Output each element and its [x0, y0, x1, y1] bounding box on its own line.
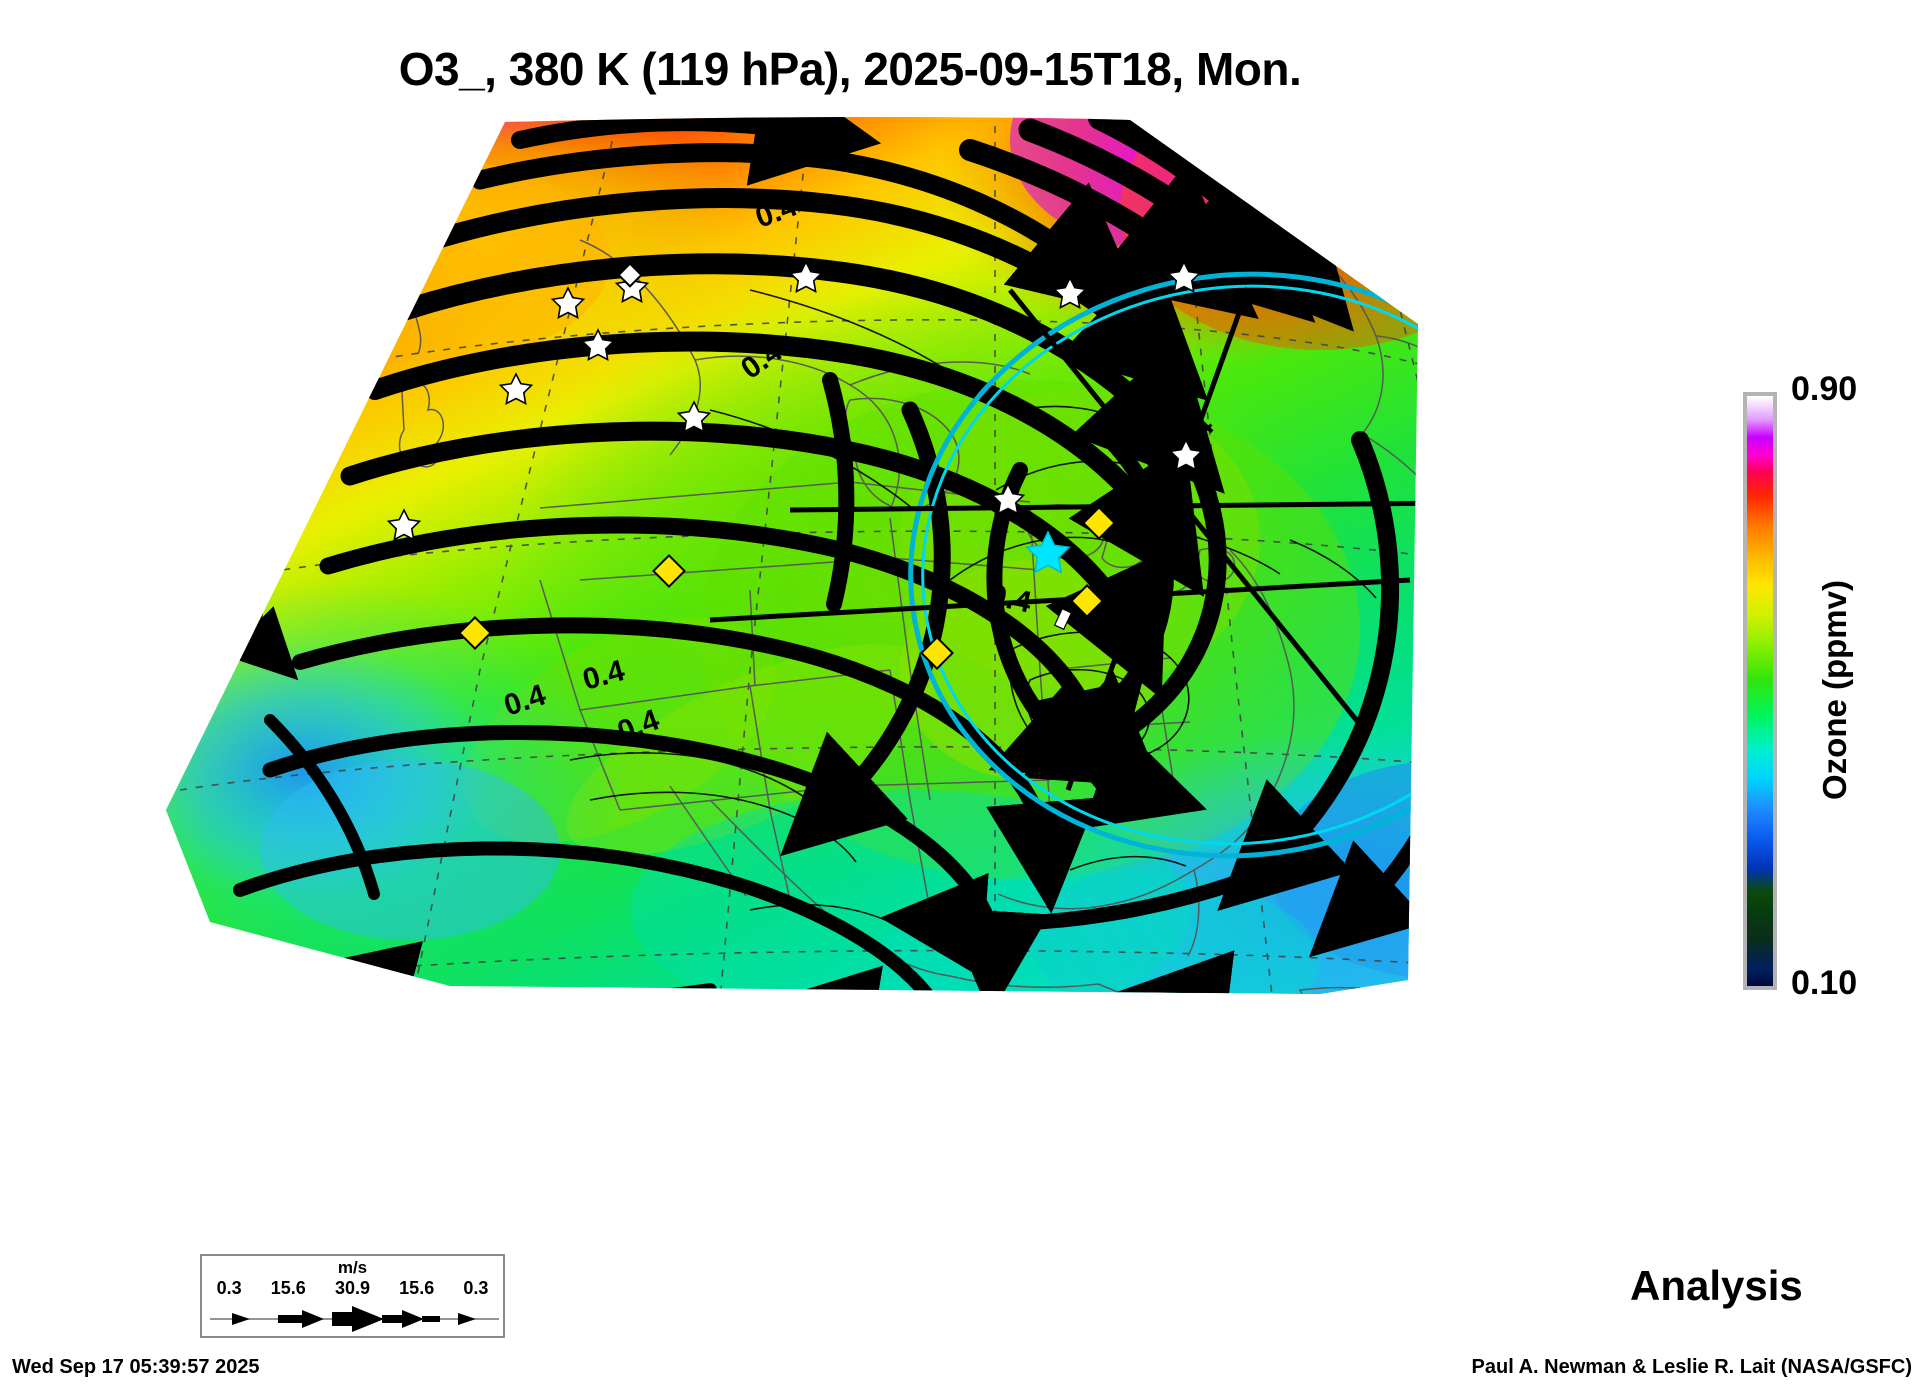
flight-track-lines [709, 287, 1418, 791]
wind-legend-unit-label: m/s [337, 1258, 368, 1277]
ozone-map-panel: 0.4 0.4 0.4 0.4 0.4 0.4 0.4 0.4 [150, 110, 1710, 1240]
marker-group [386, 260, 1204, 670]
wind-legend-value-3: 15.6 [399, 1278, 435, 1298]
wind-legend-value-2: 30.9 [334, 1278, 371, 1298]
wind-legend-values: 0.3 15.6 30.9 15.6 0.3 [202, 1278, 503, 1299]
colorbar-max-label: 0.90 [1791, 370, 1858, 408]
colorbar: 0.90 0.10 [1735, 370, 1857, 1002]
analysis-label: Analysis [1630, 1262, 1803, 1309]
author-credit: Paul A. Newman & Leslie R. Lait (NASA/GS… [1471, 1356, 1912, 1378]
colorbar-gradient [1743, 392, 1777, 990]
wind-legend-arrow-scale [210, 1306, 499, 1332]
page-title: O3_, 380 K (119 hPa), 2025-09-15T18, Mon… [398, 43, 1302, 95]
colorbar-axis-title: Ozone (ppmv) [1795, 400, 1875, 980]
wind-legend-value-0: 0.3 [216, 1278, 242, 1298]
colorbar-min-label: 0.10 [1791, 964, 1858, 1002]
wind-legend-value-1: 15.6 [270, 1278, 306, 1298]
generation-timestamp: Wed Sep 17 05:39:57 2025 [12, 1356, 260, 1378]
wind-speed-legend: m/s 0.3 15.6 30.9 15.6 0.3 [200, 1254, 505, 1338]
wind-legend-value-4: 0.3 [463, 1278, 489, 1298]
colorbar-axis-title-text: Ozone (ppmv) [1816, 580, 1853, 800]
